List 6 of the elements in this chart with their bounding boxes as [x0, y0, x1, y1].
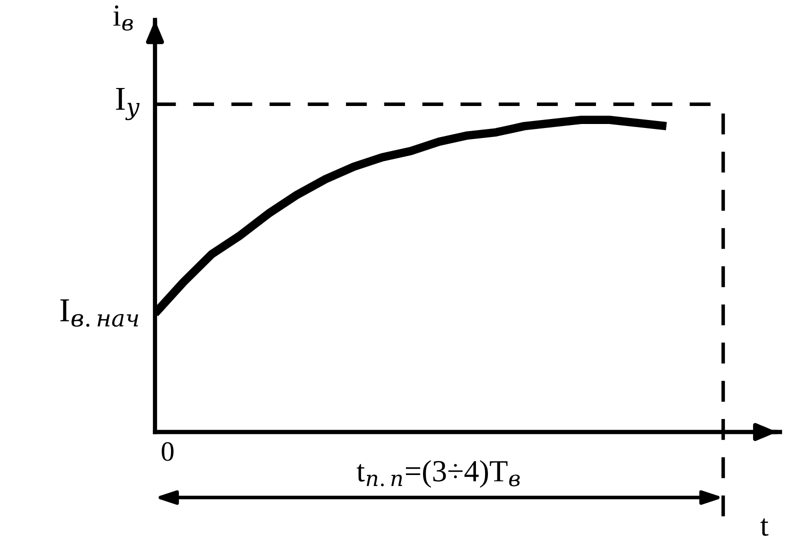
y-axis-title: i$_{в}$	[113, 5, 133, 31]
text: t$_{п.п}$=(3÷4)T$_{в}$	[356, 460, 520, 488]
x-axis-title: t	[760, 518, 768, 536]
text: 0	[162, 442, 174, 461]
text: I$_{в.нач}$	[60, 299, 138, 327]
ref-line-label: I$_{у}$	[116, 88, 140, 120]
